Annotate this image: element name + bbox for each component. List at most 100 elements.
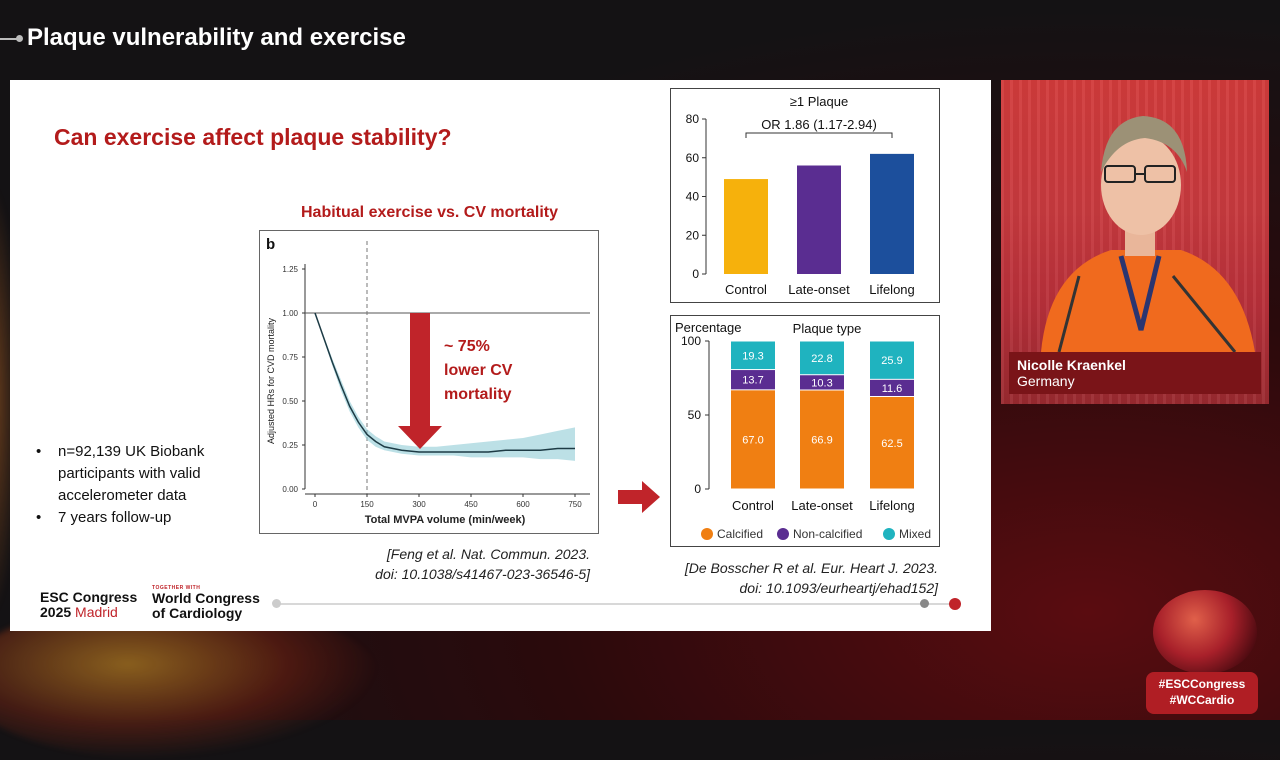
bullet-list: n=92,139 UK Biobank participants with va… [34, 441, 238, 529]
curve-chart-title: Habitual exercise vs. CV mortality [301, 204, 558, 221]
stacked-y-tick-label: 0 [694, 482, 701, 496]
esc-congress-logo: ESC Congress 2025 Madrid [40, 590, 137, 620]
bar-y-tick-label: 80 [686, 112, 700, 126]
annotation-line3: mortality [444, 386, 512, 403]
segment-value-label: 25.9 [881, 355, 902, 367]
stacked-y-label: Percentage [675, 320, 742, 335]
wcc-logo: TOGETHER WITH World Congress of Cardiolo… [152, 585, 260, 621]
bullet-item: n=92,139 UK Biobank participants with va… [34, 441, 238, 507]
stacked-category-label: Control [732, 498, 774, 513]
stacked-segment [870, 397, 914, 489]
logo-line: World Congress [152, 590, 260, 606]
header-accent-line [0, 35, 23, 42]
logo-line: ESC Congress [40, 589, 138, 605]
curve-y-tick-label: 0.00 [282, 485, 298, 494]
curve-y-tick-label: 0.75 [282, 353, 298, 362]
logo-city: Madrid [75, 604, 118, 620]
right-arrow-icon [618, 481, 660, 513]
bar-y-tick-label: 0 [692, 267, 699, 281]
stacked-segment [731, 341, 775, 370]
stacked-segment [800, 390, 844, 489]
legend-label: Calcified [717, 527, 763, 541]
curve-x-tick-label: 300 [412, 500, 426, 509]
legend-label: Non-calcified [793, 527, 862, 541]
bullet-item: 7 years follow-up [34, 507, 238, 529]
legend-swatch [883, 528, 895, 540]
curve-x-axis-label: Total MVPA volume (min/week) [365, 514, 526, 526]
logo-year: 2025 [40, 604, 72, 620]
bar [724, 179, 768, 274]
legend-swatch [701, 528, 713, 540]
curve-y-tick-label: 1.00 [282, 309, 298, 318]
speaker-name: Nicolle Kraenkel [1017, 357, 1126, 373]
curve-x-tick-label: 750 [568, 500, 582, 509]
curve-chart-svg: b Adjusted HRs for CVD mortality Total M… [266, 236, 590, 526]
citation-line: doi: 10.1038/s41467-023-36546-5] [375, 566, 590, 582]
stacked-chart-title: Plaque type [793, 321, 862, 336]
hashtag: #ESCCongress [1158, 677, 1246, 691]
citation-line: [De Bosscher R et al. Eur. Heart J. 2023… [684, 560, 938, 576]
annotation-line2: lower CV [444, 362, 513, 379]
presentation-slide: Can exercise affect plaque stability? n=… [10, 80, 991, 631]
curve-x-tick-label: 600 [516, 500, 530, 509]
stacked-segment [731, 370, 775, 390]
segment-value-label: 62.5 [881, 438, 902, 450]
bar-category-label: Control [725, 282, 767, 297]
bar [797, 165, 841, 274]
segment-value-label: 11.6 [882, 383, 903, 395]
slide-question: Can exercise affect plaque stability? [54, 124, 452, 150]
down-arrow-icon [398, 313, 442, 449]
progress-marker-dot [920, 599, 929, 608]
globe-graphic [1153, 590, 1257, 674]
speaker-video: Nicolle Kraenkel Germany [1001, 80, 1269, 404]
bar [870, 153, 914, 274]
stacked-segment [800, 375, 844, 390]
stacked-category-label: Lifelong [869, 498, 915, 513]
plaque-type-chart: Percentage Plaque type 0 50 100 67.0 13.7 19.3 C… [670, 315, 940, 547]
stacked-segment [800, 341, 844, 375]
stacked-segment [870, 341, 914, 379]
speaker-country: Germany [1017, 373, 1075, 389]
bar-category-label: Lifelong [869, 282, 915, 297]
hazard-ratio-line [314, 312, 575, 453]
annotation-line1: ~ 75% [444, 338, 490, 355]
citation-line: doi: 10.1093/eurheartj/ehad152] [739, 580, 939, 596]
mortality-curve-chart: b Adjusted HRs for CVD mortality Total M… [259, 230, 599, 534]
or-bracket [745, 132, 893, 138]
speaker-figure [1041, 116, 1255, 353]
stacked-y-tick-label: 100 [681, 334, 701, 348]
hashtag-badge: #ESCCongress #WCCardio [1146, 672, 1258, 714]
segment-value-label: 19.3 [742, 350, 763, 362]
segment-value-label: 13.7 [742, 375, 763, 387]
panel-label: b [266, 236, 275, 253]
bar-y-tick-label: 40 [686, 190, 700, 204]
bar-y-tick-label: 20 [686, 228, 700, 242]
curve-y-axis-label: Adjusted HRs for CVD mortality [266, 317, 276, 444]
segment-value-label: 10.3 [811, 377, 832, 389]
curve-x-tick-label: 150 [360, 500, 374, 509]
curve-y-tick-label: 0.50 [282, 397, 298, 406]
curve-x-tick-label: 450 [464, 500, 478, 509]
speaker-lower-third: Nicolle Kraenkel Germany [1009, 352, 1261, 394]
stacked-y-tick-label: 50 [688, 408, 702, 422]
slide-progress-track [276, 603, 956, 605]
legend-label: Mixed [899, 527, 931, 541]
progress-start-dot [272, 599, 281, 608]
segment-value-label: 22.8 [811, 353, 832, 365]
bar-y-tick-label: 60 [686, 151, 700, 165]
plaque-bar-chart: ≥1 Plaque 0 20 40 60 80 Control Late-onset Lifel… [670, 88, 940, 303]
or-annotation: OR 1.86 (1.17-2.94) [761, 117, 877, 132]
logo-line: 2025 Madrid [40, 605, 137, 620]
stacked-segment [870, 379, 914, 396]
citation-line: [Feng et al. Nat. Commun. 2023. [386, 546, 590, 562]
bar-category-label: Late-onset [788, 282, 850, 297]
curve-citation: [Feng et al. Nat. Commun. 2023. doi: 10.… [310, 544, 590, 584]
bar-chart-svg: ≥1 Plaque 0 20 40 60 80 Control Late-onset Lifel… [686, 94, 915, 297]
curve-x-tick-label: 0 [313, 500, 318, 509]
bar-citation: [De Bosscher R et al. Eur. Heart J. 2023… [650, 558, 938, 598]
curve-y-tick-label: 1.25 [282, 265, 298, 274]
curve-y-tick-label: 0.25 [282, 441, 298, 450]
stacked-chart-svg: Percentage Plaque type 0 50 100 67.0 13.7 19.3 C… [675, 320, 931, 541]
progress-current-dot [949, 598, 961, 610]
segment-value-label: 66.9 [811, 434, 832, 446]
